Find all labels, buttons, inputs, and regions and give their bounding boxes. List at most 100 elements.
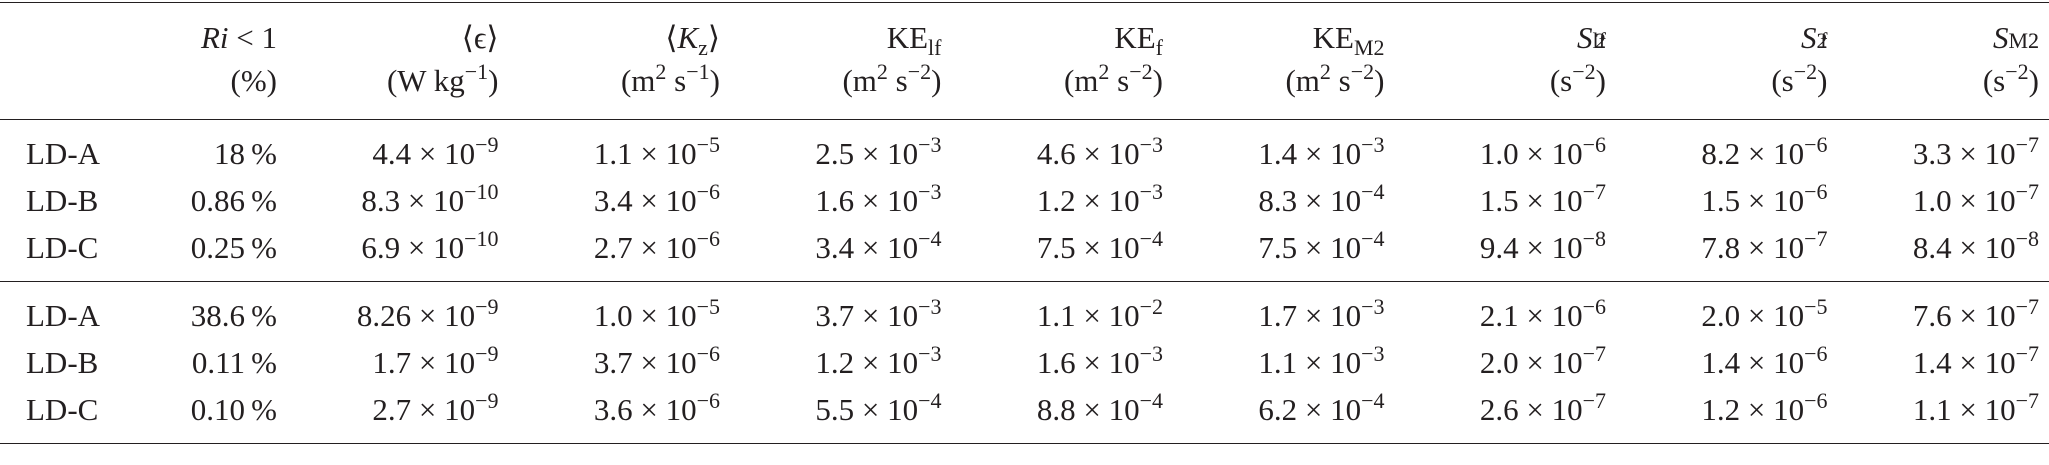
- cell-exponent: −5: [696, 294, 720, 319]
- table-row: LD-A 18 % 4.4 × 10−9 1.1 × 10−5 2.5 × 10−3 4.…: [0, 120, 2049, 178]
- cell-eps: 8.26 × 10−9: [356, 294, 499, 334]
- cell-exponent: −7: [2015, 294, 2039, 319]
- table-row: LD-C 0.10 % 2.7 × 10−9 3.6 × 10−6 5.5 × 10−4…: [0, 386, 2049, 444]
- cell-ke-f: 1.2 × 10−3: [1036, 179, 1163, 219]
- header-ke-m2-unit: (m2 s−2): [1163, 59, 1385, 120]
- cell-exponent: −4: [1361, 226, 1385, 251]
- cell-kz: 3.6 × 10−6: [498, 386, 720, 444]
- cell-mantissa: 8.3: [361, 183, 401, 218]
- cell-exponent: −6: [1582, 294, 1606, 319]
- cell-exponent: −7: [1582, 341, 1606, 366]
- cell-mantissa: 1.4: [1912, 345, 1952, 380]
- cell-exponent: −3: [1361, 341, 1385, 366]
- cell-mantissa: 1.6: [815, 183, 855, 218]
- cell-mantissa: 7.5: [1036, 230, 1076, 265]
- cell-exponent: −3: [1139, 132, 1163, 157]
- cell-ri: 0.25 %: [135, 224, 277, 282]
- cell-mantissa: 2.5: [815, 136, 855, 171]
- table-row: LD-A 38.6 % 8.26 × 10−9 1.0 × 10−5 3.7 × 10−…: [0, 282, 2049, 340]
- cell-ke-m2: 1.1 × 10−3: [1258, 341, 1385, 381]
- cell-exponent: −8: [1582, 226, 1606, 251]
- cell-exponent: −7: [2015, 179, 2039, 204]
- cell-mantissa: 1.7: [372, 345, 412, 380]
- cell-mantissa: 2.0: [1701, 298, 1741, 333]
- cell-eps: 1.7 × 10−9: [372, 341, 499, 381]
- cell-s2-lf: 2.0 × 10−7: [1479, 341, 1606, 381]
- cell-mantissa: 1.7: [1258, 298, 1298, 333]
- cell-exponent: −9: [475, 132, 499, 157]
- header-s2-lf-unit: (s−2): [1384, 59, 1606, 120]
- cell-mantissa: 1.4: [1701, 345, 1741, 380]
- cell-kz: 3.7 × 10−6: [593, 341, 720, 381]
- header-kz: ⟨Kz⟩: [665, 20, 720, 60]
- cell-mantissa: 1.4: [1258, 136, 1298, 171]
- table-row: LD-B 0.11 % 1.7 × 10−9 3.7 × 10−6 1.2 × 10−3…: [0, 339, 2049, 386]
- cell-exponent: −3: [1139, 179, 1163, 204]
- cell-mantissa: 8.26: [356, 298, 412, 333]
- cell-ke-m2: 7.5 × 10−4: [1163, 224, 1385, 282]
- cell-exponent: −7: [1582, 179, 1606, 204]
- cell-mantissa: 5.5: [815, 392, 855, 427]
- cell-exponent: −3: [918, 132, 942, 157]
- cell-mantissa: 2.1: [1479, 298, 1519, 333]
- cell-mantissa: 1.2: [1036, 183, 1076, 218]
- header-kz-unit: (m2 s−1): [498, 59, 720, 120]
- cell-exponent: −9: [475, 294, 499, 319]
- cell-mantissa: 3.4: [593, 183, 633, 218]
- cell-s2-lf: 2.6 × 10−7: [1384, 386, 1606, 444]
- cell-exponent: −6: [1804, 132, 1828, 157]
- table-row: LD-B 0.86 % 8.3 × 10−10 3.4 × 10−6 1.6 × 10−…: [0, 177, 2049, 224]
- cell-exponent: −7: [1582, 388, 1606, 413]
- header-ke-lf-unit: (m2 s−2): [720, 59, 942, 120]
- cell-kz: 2.7 × 10−6: [498, 224, 720, 282]
- cell-ke-f: 4.6 × 10−3: [1036, 132, 1163, 172]
- header-ke-f-unit: (m2 s−2): [941, 59, 1163, 120]
- header-ri: Ri < 1: [135, 3, 277, 60]
- cell-exponent: −3: [918, 294, 942, 319]
- cell-exponent: −7: [2015, 341, 2039, 366]
- cell-exponent: −3: [918, 179, 942, 204]
- cell-mantissa: 1.0: [593, 298, 633, 333]
- header-ri-unit: (%): [135, 59, 277, 120]
- cell-mantissa: 3.4: [815, 230, 855, 265]
- cell-mantissa: 7.5: [1258, 230, 1298, 265]
- cell-exponent: −6: [1804, 341, 1828, 366]
- cell-mantissa: 1.2: [815, 345, 855, 380]
- row-label: LD-B: [26, 183, 99, 218]
- cell-mantissa: 1.5: [1479, 183, 1519, 218]
- cell-ri: 0.10 %: [135, 386, 277, 444]
- cell-ke-f: 8.8 × 10−4: [941, 386, 1163, 444]
- cell-ri: 0.11 %: [191, 345, 277, 380]
- cell-s2-lf: 9.4 × 10−8: [1384, 224, 1606, 282]
- cell-s2-f: 1.4 × 10−6: [1701, 341, 1828, 381]
- cell-eps: 8.3 × 10−10: [361, 179, 499, 219]
- cell-kz: 1.0 × 10−5: [593, 294, 720, 334]
- cell-mantissa: 1.1: [1912, 392, 1952, 427]
- header-blank-2: [0, 59, 135, 120]
- cell-s2-lf: 2.1 × 10−6: [1479, 294, 1606, 334]
- cell-mantissa: 2.0: [1479, 345, 1519, 380]
- cell-exponent: −6: [696, 226, 720, 251]
- row-group-1: LD-A 18 % 4.4 × 10−9 1.1 × 10−5 2.5 × 10−3 4.…: [0, 120, 2049, 282]
- cell-ke-m2: 1.4 × 10−3: [1258, 132, 1385, 172]
- header-ke-f: KEf: [1114, 20, 1163, 60]
- cell-ri: 0.86 %: [190, 183, 277, 218]
- cell-exponent: −4: [918, 226, 942, 251]
- cell-kz: 1.1 × 10−5: [593, 132, 720, 172]
- cell-exponent: −6: [696, 179, 720, 204]
- cell-s2-lf: 1.0 × 10−6: [1479, 132, 1606, 172]
- cell-exponent: −4: [1139, 226, 1163, 251]
- header-ke-lf: KElf: [886, 20, 942, 60]
- cell-ke-m2: 6.2 × 10−4: [1163, 386, 1385, 444]
- cell-mantissa: 6.2: [1258, 392, 1298, 427]
- row-label: LD-C: [0, 386, 135, 444]
- row-label: LD-B: [26, 345, 99, 380]
- cell-s2-m2: 1.0 × 10−7: [1912, 179, 2039, 219]
- cell-mantissa: 8.4: [1912, 230, 1952, 265]
- cell-mantissa: 1.5: [1701, 183, 1741, 218]
- cell-mantissa: 1.1: [593, 136, 633, 171]
- cell-exponent: −4: [1139, 388, 1163, 413]
- row-label: LD-A: [26, 298, 101, 333]
- header-s2-m2: S 2 M2: [1992, 20, 2039, 55]
